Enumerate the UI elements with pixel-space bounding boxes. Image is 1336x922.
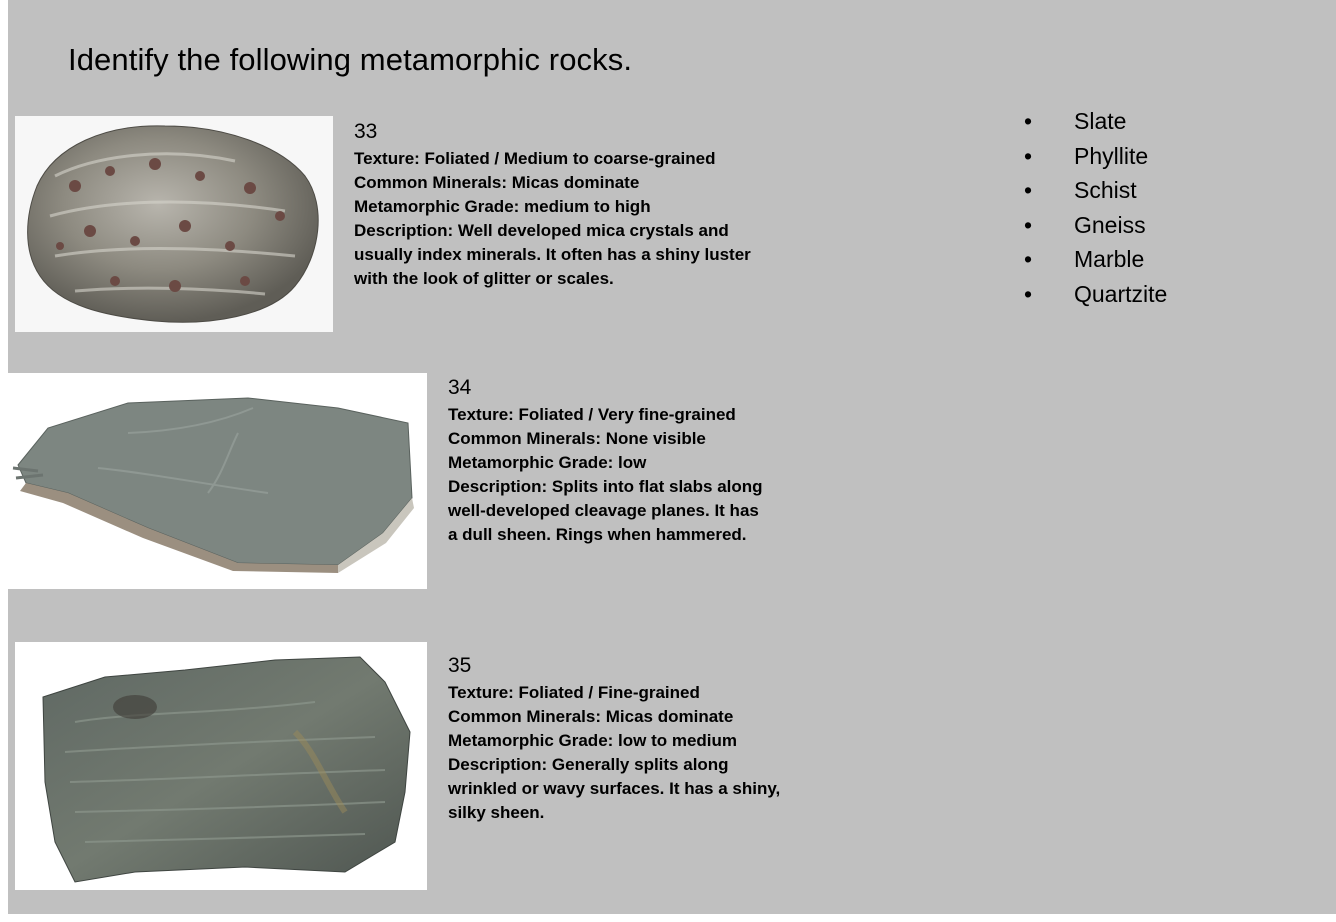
bullet: • — [1024, 246, 1033, 272]
bullet: • — [1024, 108, 1033, 134]
rock-photo-34 — [8, 373, 427, 589]
list-item: • Marble — [1020, 242, 1167, 277]
phyllite-rock-image — [42, 656, 411, 883]
list-item: • Slate — [1020, 104, 1167, 139]
rock-grade: Metamorphic Grade: low to medium — [448, 731, 738, 750]
rock-info-34: 34 Texture: Foliated / Very fine-grained… — [448, 376, 763, 547]
rock-description-line: Description: Generally splits along — [448, 755, 729, 774]
rock-description-line: well-developed cleavage planes. It has — [448, 501, 759, 520]
rock-description-line: Description: Splits into flat slabs alon… — [448, 477, 763, 496]
rock-photo-35 — [15, 642, 427, 890]
rock-description-line: silky sheen. — [448, 803, 545, 822]
answer-choices-list: • Slate • Phyllite • Schist • Gneiss • Marble… — [1020, 104, 1167, 311]
choice-label: Gneiss — [1074, 211, 1146, 238]
slide-title: Identify the following metamorphic rocks… — [68, 42, 633, 77]
bullet: • — [1024, 142, 1033, 169]
list-item: • Phyllite — [1020, 139, 1167, 174]
rock-minerals: Common Minerals: Micas dominate — [354, 173, 640, 192]
slide: Identify the following metamorphic rocks… — [8, 0, 1336, 914]
list-item: • Gneiss — [1020, 208, 1167, 243]
rock-texture: Texture: Foliated / Medium to coarse-gra… — [354, 149, 716, 168]
list-item: • Schist — [1020, 173, 1167, 208]
rock-number: 34 — [448, 376, 472, 399]
bullet: • — [1024, 211, 1033, 238]
rock-minerals: Common Minerals: Micas dominate — [448, 707, 734, 726]
bullet: • — [1024, 177, 1033, 203]
rock-description-line: Description: Well developed mica crystal… — [354, 221, 729, 240]
rock-description-line: usually index minerals. It often has a s… — [354, 245, 751, 264]
rock-photo-33 — [15, 116, 333, 332]
choice-label: Marble — [1074, 246, 1145, 272]
rock-minerals: Common Minerals: None visible — [448, 429, 706, 448]
rock-texture: Texture: Foliated / Very fine-grained — [448, 405, 736, 424]
slate-rock-image — [12, 397, 414, 573]
list-item: • Quartzite — [1020, 277, 1167, 312]
rock-info-35: 35 Texture: Foliated / Fine-grained Comm… — [448, 654, 780, 825]
rock-grade: Metamorphic Grade: low — [448, 453, 647, 472]
choice-label: Slate — [1074, 108, 1127, 134]
rock-description-line: with the look of glitter or scales. — [354, 269, 614, 288]
rock-description-line: a dull sheen. Rings when hammered. — [448, 525, 747, 544]
choice-label: Schist — [1074, 177, 1137, 203]
rock-info-33: 33 Texture: Foliated / Medium to coarse-… — [354, 120, 751, 291]
rock-grade: Metamorphic Grade: medium to high — [354, 197, 651, 216]
schist-rock-image — [27, 125, 319, 323]
rock-texture: Texture: Foliated / Fine-grained — [448, 683, 700, 702]
rock-number: 33 — [354, 120, 378, 143]
choice-label: Phyllite — [1074, 142, 1149, 169]
rock-number: 35 — [448, 654, 472, 677]
rock-description-line: wrinkled or wavy surfaces. It has a shin… — [448, 779, 781, 798]
choice-label: Quartzite — [1074, 280, 1168, 307]
bullet: • — [1024, 280, 1033, 307]
